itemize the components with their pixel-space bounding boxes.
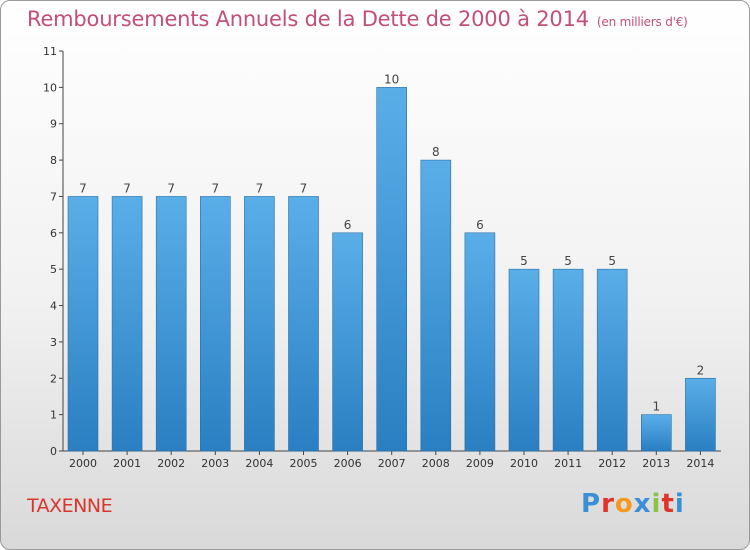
bar: [155, 196, 187, 452]
bar: [685, 377, 716, 452]
logo-letter: r: [601, 489, 615, 519]
bar: [111, 196, 143, 452]
x-tick-label: 2000: [69, 457, 97, 470]
x-tick-label: 2009: [466, 457, 494, 470]
bar: [200, 196, 231, 452]
bar-value-label: 5: [520, 254, 528, 268]
x-tick-label: 2006: [334, 457, 362, 470]
bar-value-label: 7: [256, 181, 264, 195]
bar: [508, 268, 540, 452]
y-tick-label: 2: [50, 372, 57, 385]
x-tick-label: 2008: [422, 457, 450, 470]
chart-unit: (en milliers d'€): [596, 15, 688, 29]
x-tick-label: 2004: [245, 457, 273, 470]
bar: [288, 196, 319, 452]
x-tick-label: 2011: [554, 457, 582, 470]
y-tick-label: 6: [50, 227, 57, 240]
y-tick-label: 3: [50, 336, 57, 349]
logo-letter: o: [614, 489, 634, 519]
y-tick-label: 7: [50, 190, 57, 203]
proxiti-logo: Proxiti: [581, 489, 685, 519]
bar-value-label: 7: [79, 181, 87, 195]
y-tick-label: 5: [50, 263, 57, 276]
bar-value-label: 10: [384, 72, 399, 86]
bar: [420, 159, 452, 452]
bar: [596, 268, 628, 452]
bar-value-label: 8: [432, 145, 440, 159]
bar-value-label: 7: [167, 181, 175, 195]
x-tick-label: 2012: [598, 457, 626, 470]
bar-value-label: 6: [344, 218, 352, 232]
logo-letter: i: [674, 489, 685, 519]
x-tick-label: 2010: [510, 457, 538, 470]
bar-value-label: 2: [697, 363, 705, 377]
bar-value-label: 5: [608, 254, 616, 268]
chart-title: Remboursements Annuels de la Dette de 20…: [27, 7, 688, 31]
y-tick-label: 4: [50, 300, 57, 313]
y-tick-label: 9: [50, 118, 57, 131]
bar: [552, 268, 584, 452]
bar-value-label: 7: [123, 181, 131, 195]
bar-value-label: 6: [476, 218, 484, 232]
logo-letter: P: [581, 489, 602, 519]
x-tick-label: 2014: [686, 457, 714, 470]
commune-name: TAXENNE: [27, 495, 113, 517]
chart-title-text: Remboursements Annuels de la Dette de 20…: [27, 7, 589, 31]
bar-value-label: 7: [211, 181, 219, 195]
logo-letter: x: [633, 489, 652, 519]
y-tick-label: 10: [43, 81, 57, 94]
x-tick-label: 2002: [157, 457, 185, 470]
bar-value-label: 5: [564, 254, 572, 268]
bar-value-label: 1: [652, 400, 660, 414]
x-tick-label: 2013: [642, 457, 670, 470]
bar: [244, 196, 275, 452]
x-tick-label: 2003: [201, 457, 229, 470]
bar: [464, 232, 496, 452]
y-tick-label: 0: [50, 445, 57, 458]
bar: [332, 232, 363, 452]
x-tick-label: 2001: [113, 457, 141, 470]
x-tick-label: 2005: [290, 457, 318, 470]
y-tick-label: 8: [50, 154, 57, 167]
x-tick-label: 2007: [378, 457, 406, 470]
bar-value-label: 7: [300, 181, 308, 195]
logo-letter: i: [651, 489, 662, 519]
bar: [67, 196, 99, 452]
y-tick-label: 11: [43, 45, 57, 58]
y-tick-label: 1: [50, 409, 57, 422]
logo-letter: t: [661, 489, 675, 519]
bar: [640, 414, 672, 452]
bar: [376, 87, 408, 452]
